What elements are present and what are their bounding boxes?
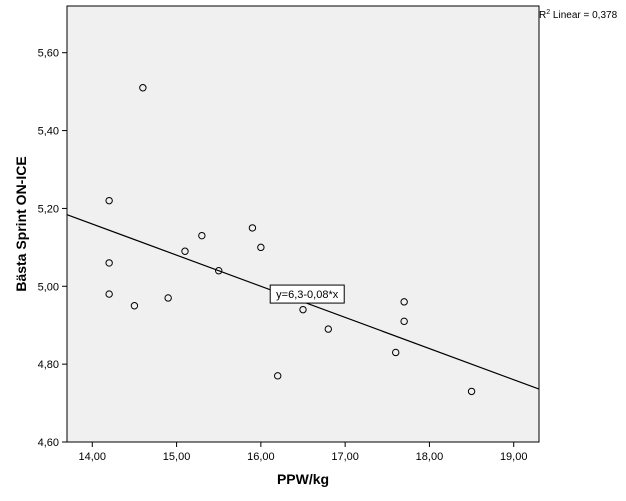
r2-value: Linear = 0,378 — [550, 10, 617, 21]
fit-equation-text: y=6,3-0,08*x — [276, 289, 339, 301]
data-point — [181, 247, 189, 255]
r2-superscript: 2 — [546, 9, 550, 16]
data-point — [392, 348, 400, 357]
data-point — [248, 224, 257, 232]
x-axis-title: PPW/kg — [277, 471, 329, 487]
data-point — [130, 302, 139, 310]
y-tick-label: 5,60 — [38, 48, 59, 60]
data-point — [105, 259, 113, 267]
r2-prefix: R — [539, 10, 546, 21]
data-point — [299, 305, 307, 314]
fit-equation-label: y=6,3-0,08*x — [269, 284, 345, 304]
data-point — [198, 231, 206, 240]
x-tick-label: 15,00 — [163, 451, 191, 463]
y-tick-label: 5,20 — [38, 203, 59, 215]
data-point — [324, 325, 332, 333]
data-point — [257, 243, 265, 252]
r2-label: R2 Linear = 0,378 — [539, 9, 618, 21]
data-point — [105, 196, 113, 205]
y-tick-label: 4,80 — [38, 359, 59, 371]
y-tick-label: 5,40 — [38, 126, 59, 138]
x-tick-label: 17,00 — [331, 451, 359, 463]
data-point — [215, 267, 223, 275]
plot-area — [66, 5, 540, 443]
y-tick-label: 5,00 — [38, 281, 59, 293]
data-point — [400, 317, 408, 326]
data-points — [105, 84, 476, 396]
data-point — [400, 298, 408, 306]
data-point — [139, 84, 147, 92]
data-point — [467, 387, 476, 396]
data-point — [274, 372, 282, 380]
y-axis-ticks: 4,60 4,80 5,00 5,20 5,40 5,60 — [38, 48, 67, 449]
x-tick-label: 16,00 — [247, 451, 275, 463]
fit-equation-box — [269, 284, 345, 304]
data-point — [105, 290, 113, 298]
x-tick-label: 19,00 — [500, 451, 528, 463]
x-tick-label: 18,00 — [416, 451, 444, 463]
y-axis-title: Bästa Sprint ON-ICE — [13, 156, 29, 291]
x-tick-label: 14,00 — [79, 451, 107, 463]
x-axis-ticks: 14,00 15,00 16,00 17,00 18,00 19,00 — [79, 442, 528, 463]
data-point — [164, 294, 172, 302]
y-tick-label: 4,60 — [38, 437, 59, 449]
